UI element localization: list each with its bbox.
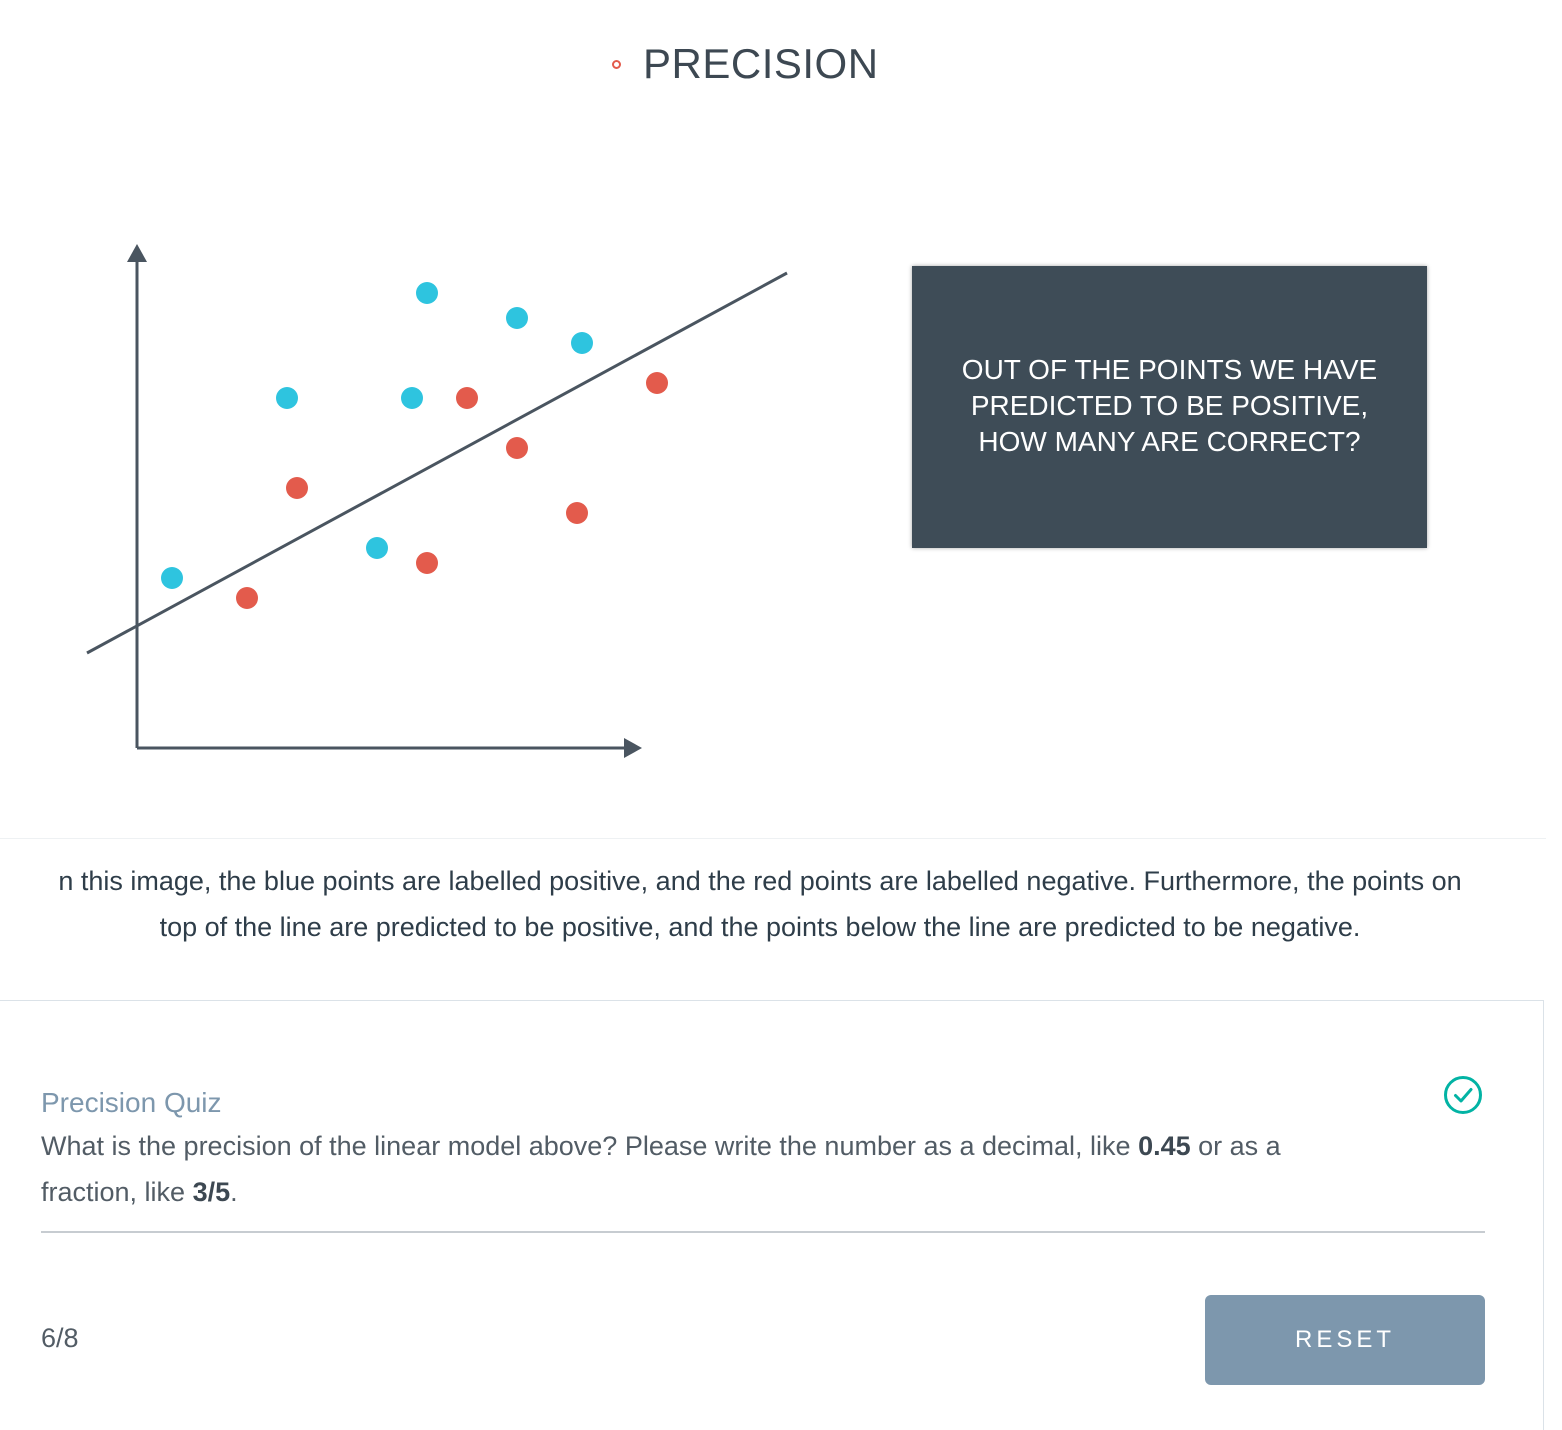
- negative-point: [416, 552, 438, 574]
- figure-title-text: PRECISION: [643, 40, 879, 87]
- callout-box: OUT OF THE POINTS WE HAVE PREDICTED TO B…: [912, 266, 1427, 548]
- score-text: 6/8: [41, 1323, 79, 1353]
- positive-point: [571, 332, 593, 354]
- callout-text: OUT OF THE POINTS WE HAVE PREDICTED TO B…: [961, 354, 1378, 457]
- caption: n this image, the blue points are labell…: [0, 858, 1540, 950]
- positive-point: [276, 387, 298, 409]
- positive-point: [416, 282, 438, 304]
- caption-line-1: n this image, the blue points are labell…: [58, 866, 1462, 896]
- negative-point: [646, 372, 668, 394]
- negative-point: [286, 477, 308, 499]
- answer-input[interactable]: [41, 1181, 1485, 1233]
- example-decimal: 0.45: [1138, 1131, 1191, 1161]
- positive-point: [161, 567, 183, 589]
- positive-point: [506, 307, 528, 329]
- data-points: [161, 282, 668, 609]
- caption-line-2: top of the line are predicted to be posi…: [159, 912, 1361, 942]
- figure-title: PRECISION: [612, 40, 879, 88]
- positive-point: [401, 387, 423, 409]
- y-axis-arrow-icon: [127, 244, 147, 262]
- negative-point: [506, 437, 528, 459]
- reset-button[interactable]: RESET: [1205, 1295, 1485, 1385]
- negative-point: [456, 387, 478, 409]
- question-text-2: or as a: [1190, 1131, 1281, 1161]
- quiz-label: Precision Quiz: [41, 1087, 222, 1118]
- decision-boundary-line: [86, 271, 788, 655]
- quiz-card: Precision Quiz What is the precision of …: [0, 1000, 1544, 1430]
- x-axis-arrow-icon: [624, 738, 642, 758]
- positive-point: [366, 537, 388, 559]
- check-circle-icon: [1444, 1076, 1482, 1114]
- scatter-plot: [86, 244, 788, 758]
- negative-point: [566, 502, 588, 524]
- bullet-icon: [612, 59, 621, 69]
- divider: [0, 838, 1546, 839]
- negative-point: [236, 587, 258, 609]
- question-text-1: What is the precision of the linear mode…: [41, 1131, 1139, 1161]
